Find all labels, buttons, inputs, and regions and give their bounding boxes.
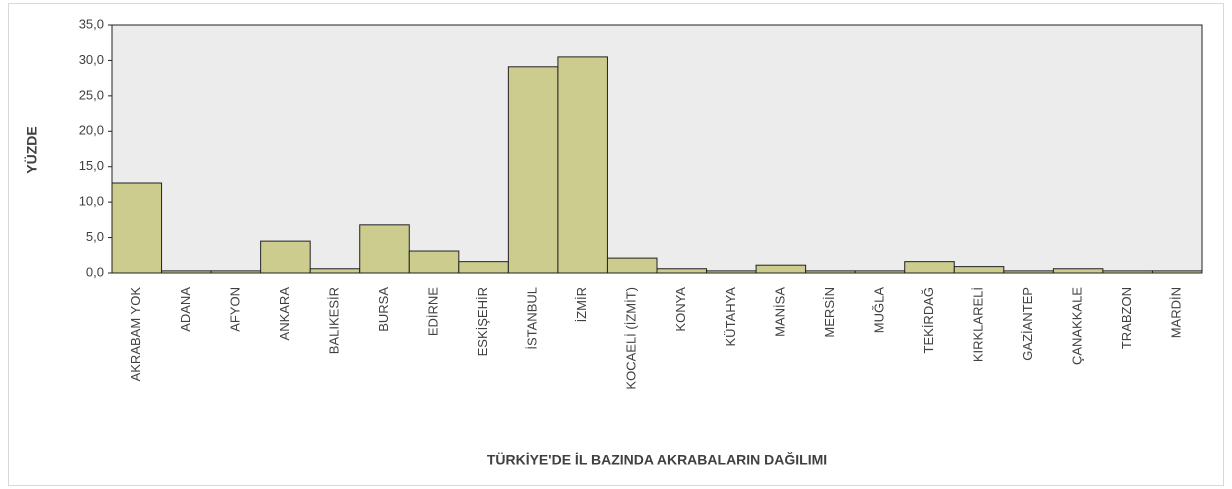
x-tick-label: KONYA bbox=[673, 287, 688, 332]
x-tick-label: KOCAELİ (İZMİT) bbox=[624, 287, 639, 390]
bar bbox=[507, 66, 559, 274]
x-tick-label: TEKİRDAĞ bbox=[921, 287, 936, 353]
bar bbox=[557, 56, 608, 274]
bar bbox=[260, 240, 311, 274]
bar bbox=[1052, 268, 1104, 274]
bar bbox=[359, 224, 410, 274]
bar bbox=[904, 261, 955, 274]
x-tick-label: ÇANAKKALE bbox=[1070, 287, 1085, 365]
x-tick-label: İZMİR bbox=[574, 287, 589, 322]
y-axis-title: YÜZDE bbox=[24, 126, 40, 173]
bar bbox=[953, 266, 1005, 274]
x-tick-label: İSTANBUL bbox=[525, 287, 540, 350]
bar bbox=[656, 268, 708, 274]
bar bbox=[606, 257, 658, 274]
x-tick-label: ANKARA bbox=[277, 287, 292, 341]
bar bbox=[408, 250, 460, 274]
x-tick-label: AFYON bbox=[227, 287, 242, 332]
x-tick-label: BALIKESİR bbox=[326, 287, 341, 354]
y-tick-label: 0,0 bbox=[86, 264, 104, 279]
x-tick-label: AKRABAM YOK bbox=[128, 287, 143, 382]
x-tick-label: TRABZON bbox=[1119, 287, 1134, 349]
x-tick-label: KÜTAHYA bbox=[723, 287, 738, 347]
x-axis-title: TÜRKİYE'DE İL BAZINDA AKRABALARIN DAĞILI… bbox=[487, 451, 827, 468]
y-tick-label: 10,0 bbox=[79, 194, 104, 209]
x-tick-label: ADANA bbox=[178, 287, 193, 332]
y-tick-label: 25,0 bbox=[79, 87, 104, 102]
x-tick-label: ESKİŞEHİR bbox=[475, 287, 490, 356]
y-tick-label: 30,0 bbox=[79, 52, 104, 67]
y-tick-label: 15,0 bbox=[79, 158, 104, 173]
plot-area bbox=[111, 24, 1203, 274]
y-tick-label: 5,0 bbox=[86, 229, 104, 244]
bar bbox=[755, 264, 807, 274]
x-tick-label: BURSA bbox=[376, 287, 391, 332]
x-tick-label: GAZİANTEP bbox=[1020, 287, 1035, 361]
x-tick-label: MARDİN bbox=[1169, 287, 1184, 338]
bar bbox=[111, 182, 163, 274]
x-tick-label: MERSİN bbox=[822, 287, 837, 338]
x-tick-label: EDİRNE bbox=[425, 287, 440, 336]
y-tick-label: 35,0 bbox=[79, 16, 104, 31]
x-tick-label: MUĞLA bbox=[871, 287, 886, 334]
y-tick-label: 20,0 bbox=[79, 123, 104, 138]
x-tick-label: KIRKLARELİ bbox=[970, 287, 985, 362]
bar bbox=[309, 268, 361, 274]
x-tick-label: MANİSA bbox=[772, 287, 787, 337]
bar bbox=[458, 261, 509, 274]
